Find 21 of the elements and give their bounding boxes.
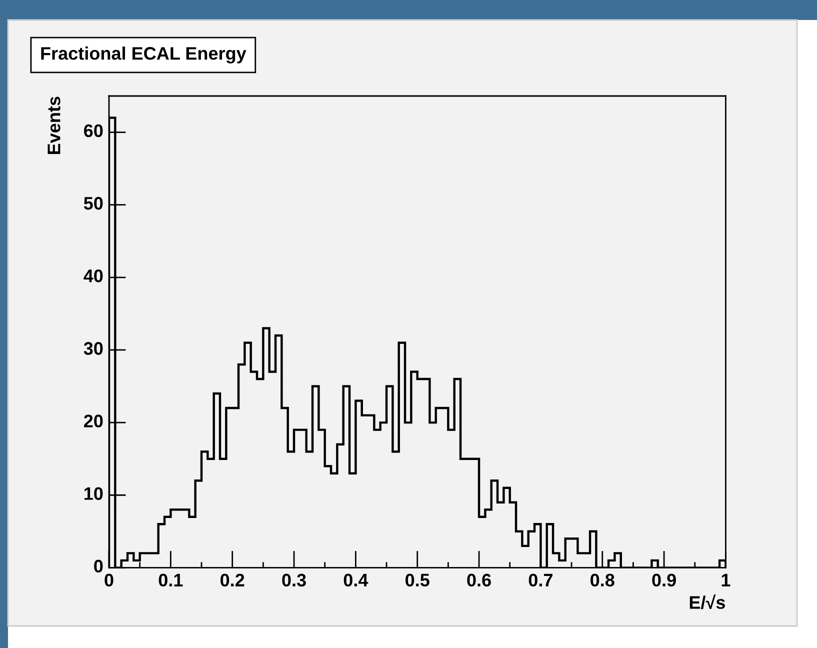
y-tick-label: 40 [84, 269, 103, 282]
x-tick-label: 0.9 [652, 574, 676, 587]
x-tick-label: 0.1 [158, 574, 183, 587]
y-tick-label: 50 [84, 196, 103, 210]
y-tick-label: 60 [84, 124, 103, 138]
x-tick-label: 0.3 [282, 574, 306, 587]
x-tick-label: 0.5 [406, 574, 430, 587]
x-tick-label: 0.8 [590, 574, 614, 587]
y-tick-label: 10 [84, 487, 103, 500]
x-tick-label: 0.7 [528, 574, 552, 587]
x-axis-title: E/√s [690, 594, 725, 610]
y-tick-label: 0 [94, 560, 103, 573]
y-tick-label: 20 [84, 414, 103, 428]
x-tick-label: 0 [104, 574, 114, 587]
y-tick-label: 30 [84, 342, 103, 355]
x-tick-label: 1 [722, 574, 730, 586]
x-tick-label: 0.2 [220, 574, 244, 587]
y-axis-title: Events [48, 96, 60, 154]
x-tick-label: 0.6 [467, 574, 491, 587]
chart-title: Fractional ECAL Energy [41, 46, 246, 64]
x-tick-label: 0.4 [344, 574, 368, 587]
